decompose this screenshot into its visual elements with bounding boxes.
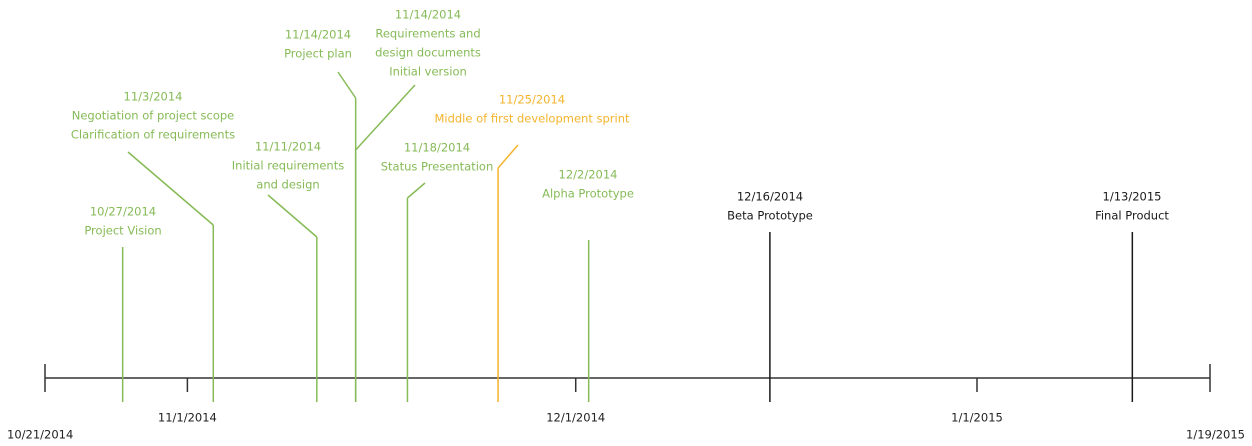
event-connector [337,71,357,99]
event-label: Project Vision [84,224,161,238]
axis-tick-label: 11/1/2014 [158,411,217,425]
event-connector [406,182,426,199]
axis-tick-label: 12/1/2014 [546,411,605,425]
event-label: Clarification of requirements [71,128,235,142]
event-connector [355,84,416,151]
event-label: Project plan [284,47,352,61]
event-label: Initial version [389,65,467,79]
axis-tick-label: 1/1/2015 [951,411,1003,425]
event-date: 11/18/2014 [404,141,470,155]
event-label: Initial requirements [232,159,344,173]
event-label: Beta Prototype [727,209,813,223]
event-date: 11/11/2014 [255,140,321,154]
event-label: and design [256,178,319,192]
event-date: 12/16/2014 [737,190,803,204]
event-connector [127,151,214,226]
event-date: 11/14/2014 [395,8,461,22]
event-label: Alpha Prototype [542,187,634,201]
event-label: design documents [375,46,481,60]
event-connector [267,194,318,238]
event-label: Status Presentation [381,160,494,174]
event-date: 1/13/2015 [1103,190,1162,204]
event-label: Requirements and [375,27,480,41]
event-label: Negotiation of project scope [72,109,234,123]
axis-end-label: 1/19/2015 [1186,428,1245,442]
event-date: 11/25/2014 [499,93,565,107]
event-date: 10/27/2014 [90,205,156,219]
event-date: 11/3/2014 [124,90,183,104]
event-label: Middle of first development sprint [434,112,630,126]
event-connector [497,144,519,169]
axis-end-label: 10/21/2014 [7,428,73,442]
event-date: 12/2/2014 [559,168,618,182]
event-date: 11/14/2014 [285,28,351,42]
event-label: Final Product [1095,209,1169,223]
